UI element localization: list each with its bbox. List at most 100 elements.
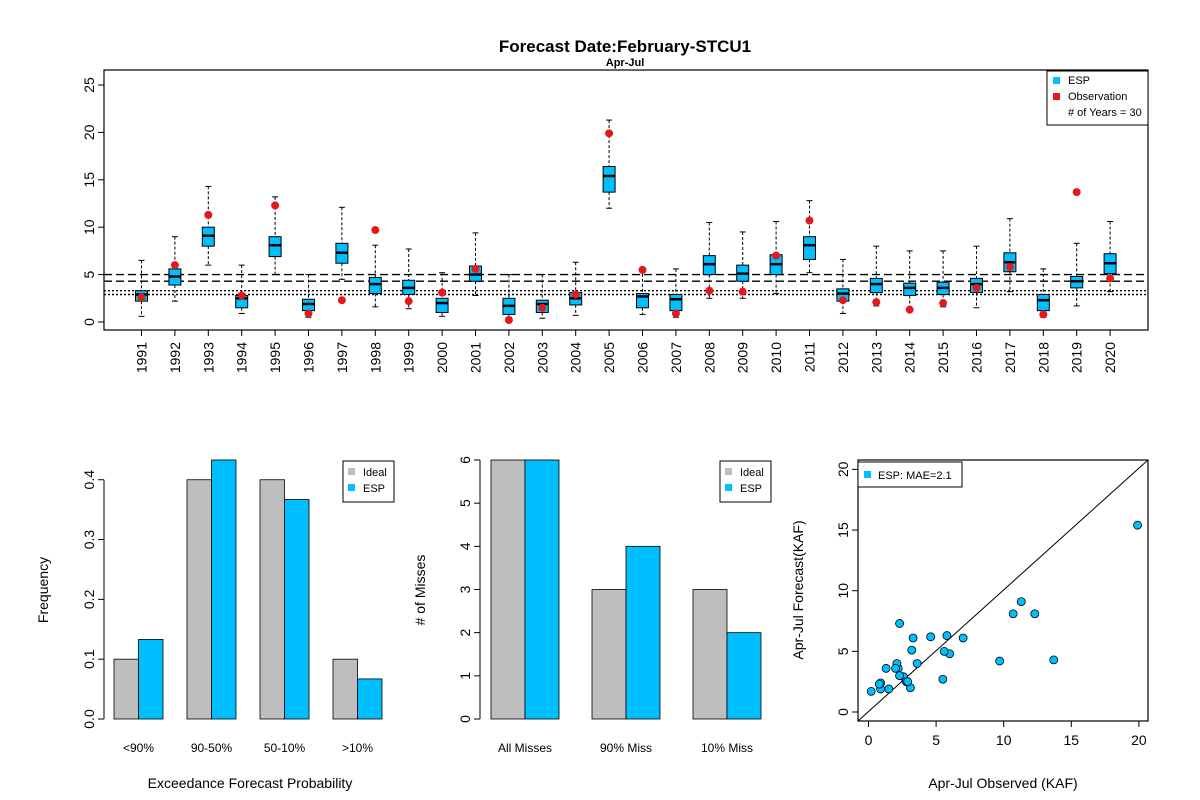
legend-esp-swatch — [1053, 77, 1060, 84]
observation-point — [371, 226, 380, 235]
scatter-point — [912, 659, 922, 668]
observation-point — [939, 299, 948, 308]
observation-point — [170, 261, 179, 270]
x-tick-label: 2000 — [434, 342, 450, 373]
freq-legend-esp-swatch — [348, 484, 355, 491]
x-tick-label: 1994 — [234, 342, 250, 373]
observation-point — [137, 293, 146, 302]
esp-bar — [284, 499, 310, 720]
x-category-label: 90-50% — [191, 741, 233, 755]
freq-ylabel: Frequency — [35, 557, 51, 623]
esp-bar — [524, 459, 560, 720]
scatter-point — [1008, 609, 1018, 619]
legend-observation-label: Observation — [1068, 91, 1127, 103]
x-tick-label: 2020 — [1102, 342, 1118, 373]
observation-point — [772, 251, 781, 260]
scatter-point — [938, 674, 948, 684]
ideal-bar — [692, 589, 728, 720]
scatter-point — [942, 631, 952, 640]
observation-point — [605, 129, 614, 138]
observation-point — [638, 265, 647, 274]
observation-point — [738, 287, 747, 296]
scatter-legend: ESP: MAE=2.1 — [857, 461, 963, 488]
y-tick-label: 25 — [81, 77, 97, 93]
scatter-point — [874, 679, 884, 689]
x-tick-label: 2004 — [568, 342, 584, 373]
y-tick-label: 0 — [835, 708, 851, 716]
x-tick-label: 10 — [996, 732, 1012, 748]
legend-esp-label: ESP — [1068, 75, 1090, 87]
ideal-bar — [113, 658, 139, 720]
observation-point — [1039, 310, 1048, 319]
observation-point — [337, 296, 346, 305]
y-tick-label: 10 — [81, 219, 97, 235]
esp-bar — [357, 678, 383, 720]
scatter-point — [895, 619, 904, 628]
x-tick-label: 2013 — [868, 342, 884, 373]
observation-point — [905, 305, 914, 314]
scatter-point — [1016, 597, 1026, 607]
observation-point — [571, 290, 580, 299]
y-tick-label: 4 — [457, 542, 473, 550]
x-tick-label: 2005 — [601, 342, 617, 373]
ideal-bar — [490, 459, 526, 720]
x-category-label: <90% — [123, 741, 154, 755]
miss-legend-esp-label: ESP — [740, 483, 762, 495]
x-tick-label: 2001 — [468, 342, 484, 373]
legend-box — [1046, 70, 1149, 126]
y-tick-label: 20 — [81, 124, 97, 140]
esp-bar — [625, 545, 661, 720]
esp-bar — [211, 459, 237, 720]
observation-point — [438, 288, 447, 297]
esp-box — [268, 236, 282, 258]
x-tick-label: 2008 — [701, 342, 717, 373]
esp-box — [869, 277, 883, 294]
miss-legend-ideal-label: Ideal — [740, 467, 764, 479]
scatter-legend-box — [857, 461, 963, 488]
scatter-point — [926, 632, 936, 642]
scatter-point — [1030, 609, 1040, 619]
y-tick-label: 2 — [457, 629, 473, 637]
y-tick-label: 3 — [457, 585, 473, 593]
y-tick-label: 0.3 — [81, 530, 97, 550]
observation-point — [304, 309, 313, 318]
observation-point — [671, 309, 680, 318]
esp-box — [669, 294, 683, 312]
x-category-label: 90% Miss — [600, 741, 652, 755]
misses-histogram: 0 1 2 3 4 5 6 All Misses 90% Miss 10% Miss — [457, 456, 762, 755]
observation-point — [1005, 263, 1014, 272]
miss-legend-esp-swatch — [725, 484, 732, 491]
scatter-point — [891, 663, 900, 673]
x-tick-label: 1991 — [134, 342, 150, 373]
y-tick-label: 0 — [81, 318, 97, 326]
x-tick-label: 1997 — [334, 342, 350, 373]
observation-point — [271, 201, 280, 210]
identity-line — [857, 459, 1149, 722]
y-tick-label: 1 — [457, 672, 473, 680]
x-tick-label: 1996 — [301, 342, 317, 373]
observation-point — [805, 216, 814, 225]
x-tick-label: 1998 — [367, 342, 383, 373]
miss-legend: Ideal ESP — [719, 460, 772, 503]
x-tick-label: 2017 — [1002, 342, 1018, 373]
y-tick-label: 6 — [457, 456, 473, 464]
scatter-plot: 0 5 10 15 20 0 5 10 15 20 — [835, 459, 1149, 748]
esp-box — [903, 282, 917, 296]
scatter-point — [884, 684, 894, 694]
x-tick-label: 5 — [932, 732, 940, 748]
x-tick-label: 2019 — [1069, 342, 1085, 373]
y-tick-label: 0.0 — [81, 709, 97, 729]
x-tick-label: 1999 — [401, 342, 417, 373]
y-tick-label: 0.1 — [81, 649, 97, 669]
scatter-point — [1133, 520, 1142, 530]
x-tick-label: 2002 — [501, 342, 517, 373]
x-tick-label: 20 — [1131, 732, 1147, 748]
x-tick-label: 2014 — [902, 342, 918, 373]
x-category-label: 10% Miss — [701, 741, 753, 755]
scatter-point — [881, 663, 891, 673]
scatter-point — [908, 633, 918, 643]
x-tick-label: 1995 — [267, 342, 283, 373]
x-tick-label: 15 — [1064, 732, 1080, 748]
y-tick-label: 0.4 — [81, 470, 97, 490]
